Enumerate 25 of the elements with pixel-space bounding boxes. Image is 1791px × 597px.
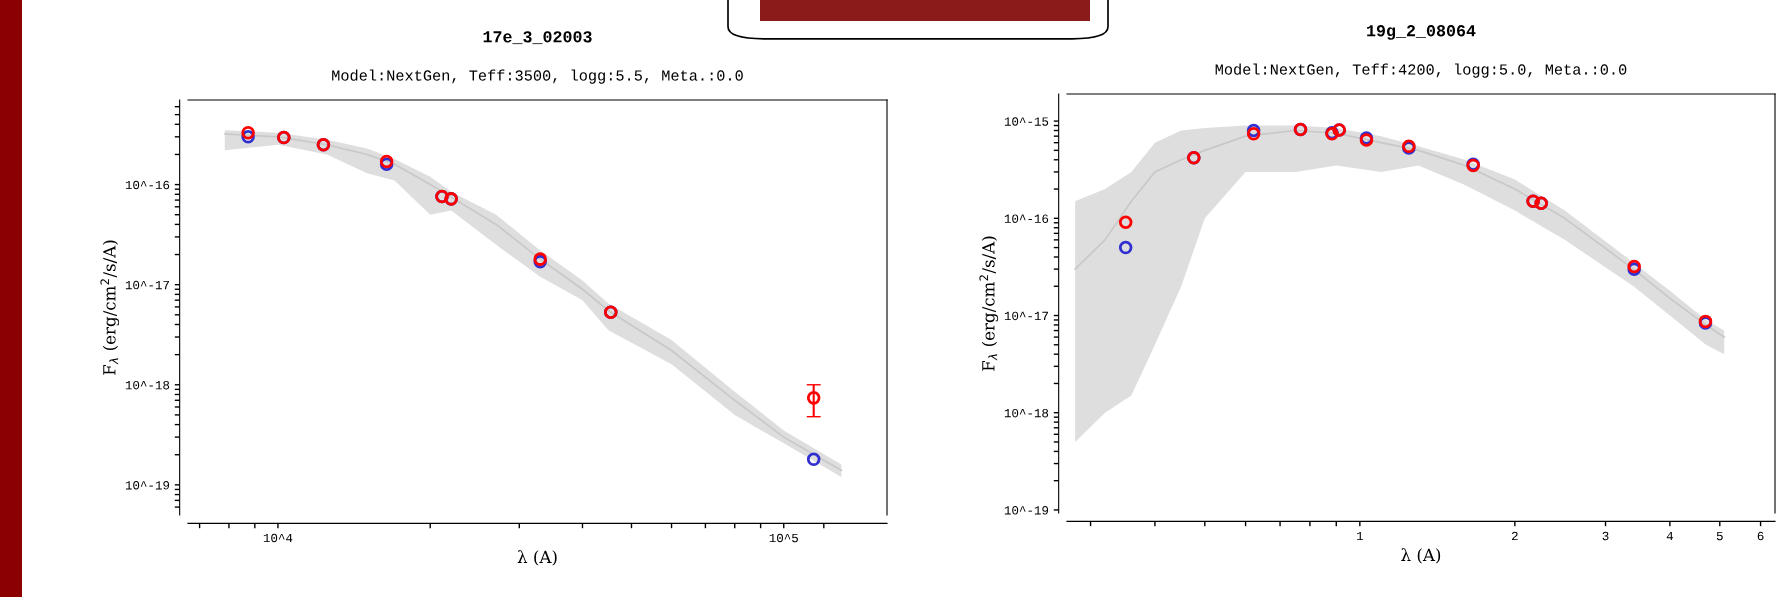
x-tick-label: 1 bbox=[1356, 531, 1363, 541]
x-tick-label: 4 bbox=[1666, 531, 1673, 541]
y-tick-label: 10^-17 bbox=[1004, 311, 1048, 321]
y-tick-label: 10^-19 bbox=[1004, 506, 1049, 515]
y-tick-label: 10^-15 bbox=[1004, 117, 1049, 126]
y-tick-label: 10^-17 bbox=[125, 280, 169, 290]
chart-title: 17e_3_02003 bbox=[483, 31, 592, 45]
y-tick-label: 10^-18 bbox=[125, 380, 170, 390]
x-axis-title: λ (A) bbox=[517, 550, 557, 566]
y-tick-label: 10^-16 bbox=[125, 180, 170, 190]
x-tick-label: 5 bbox=[1716, 531, 1723, 541]
chart-subtitle: Model:NextGen, Teff:4200, logg:5.0, Meta.:0.0 bbox=[1215, 63, 1627, 78]
x-tick-label: 10^4 bbox=[263, 533, 293, 543]
y-tick-label: 10^-16 bbox=[1004, 214, 1049, 223]
chart-subtitle: Model:NextGen, Teff:3500, logg:5.5, Meta.:0.0 bbox=[332, 69, 743, 84]
x-axis-title: λ (A) bbox=[1401, 548, 1441, 564]
x-tick-label: 2 bbox=[1511, 531, 1518, 541]
x-tick-label: 6 bbox=[1757, 531, 1764, 541]
y-axis-title: F$_{λ}$ (erg/cm$^{2}$/s/A) bbox=[979, 236, 999, 371]
y-tick-label: 10^-19 bbox=[125, 481, 170, 490]
y-axis-title: F$_{λ}$ (erg/cm$^{2}$/s/A) bbox=[100, 240, 120, 375]
x-tick-label: 10^5 bbox=[769, 533, 798, 543]
y-tick-label: 10^-18 bbox=[1004, 408, 1049, 418]
chart-title: 19g_2_08064 bbox=[1367, 25, 1476, 40]
x-tick-label: 3 bbox=[1602, 531, 1609, 541]
